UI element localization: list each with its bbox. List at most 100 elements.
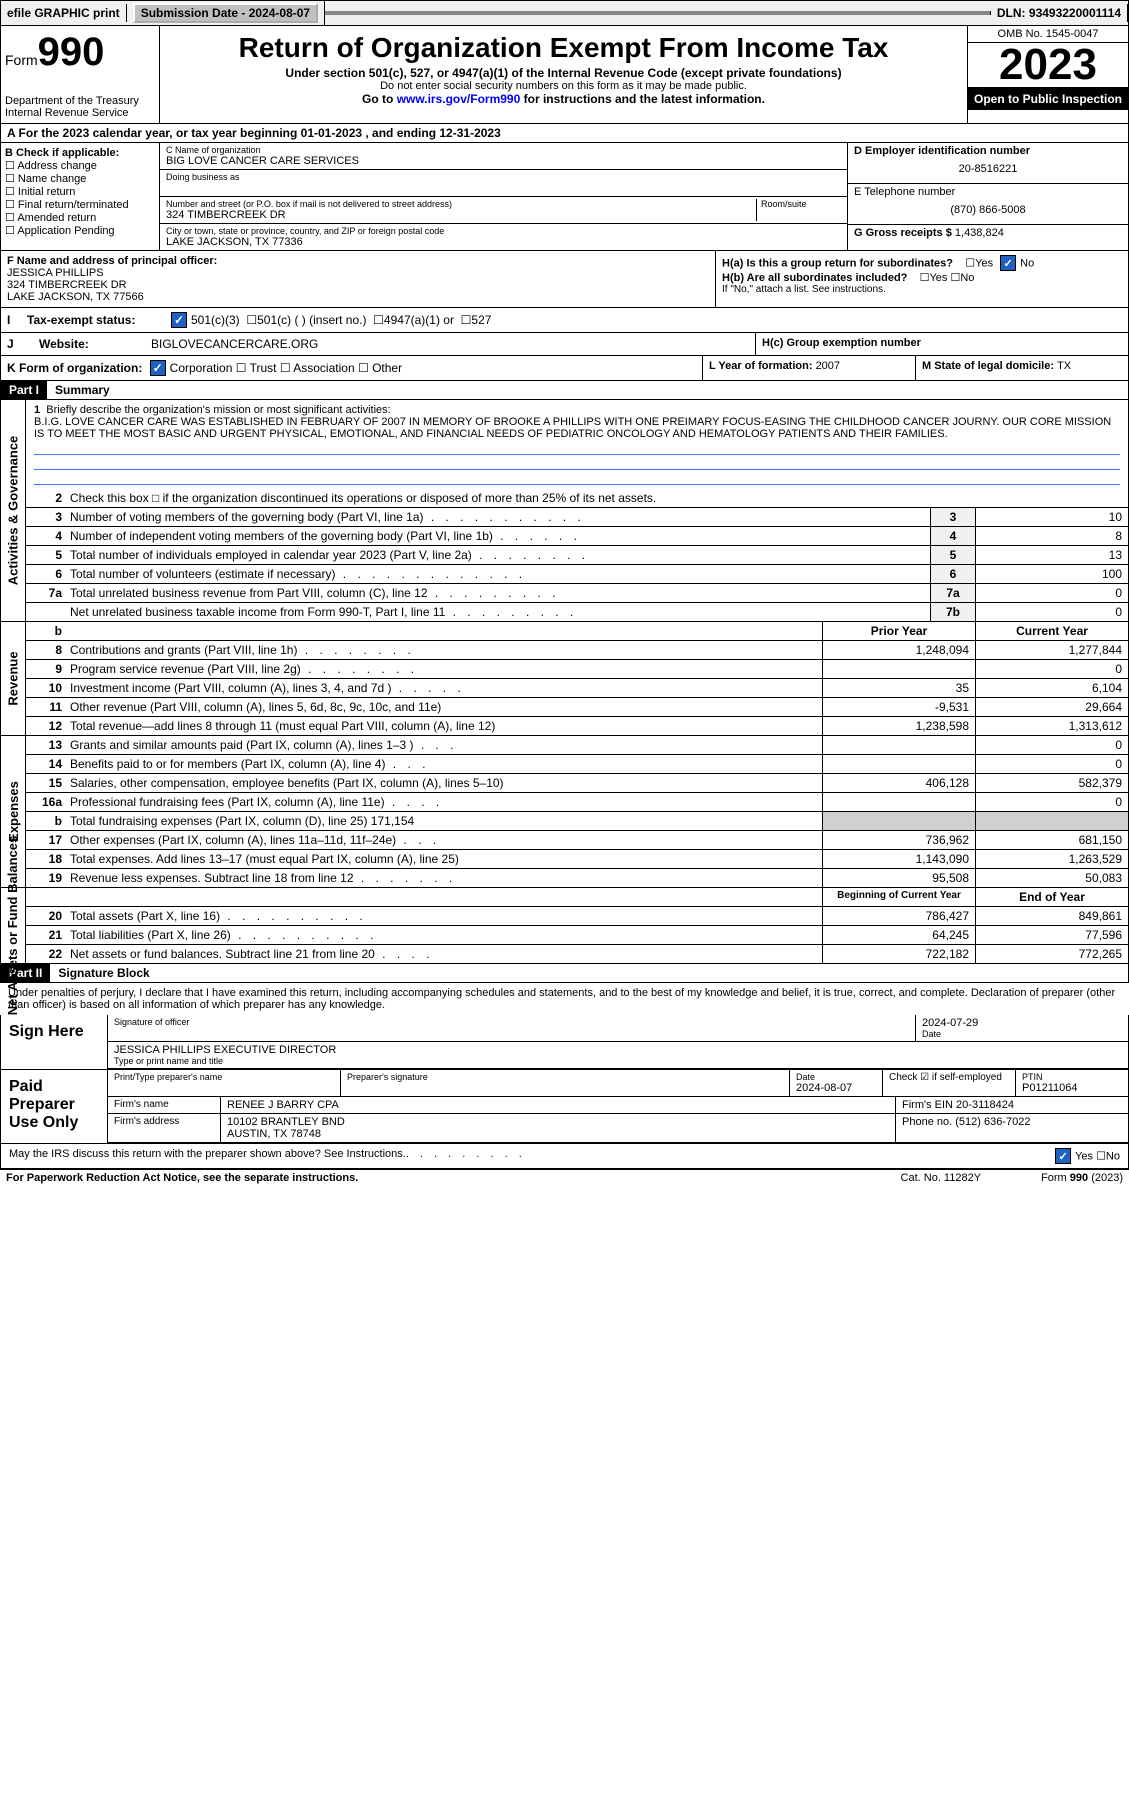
l21: Total liabilities (Part X, line 26) . . …: [66, 926, 822, 944]
v7a: 0: [975, 584, 1128, 602]
dln: DLN: 93493220001114: [991, 4, 1128, 22]
c20: 849,861: [975, 907, 1128, 925]
officer-row: F Name and address of principal officer:…: [0, 251, 1129, 308]
l9: Program service revenue (Part VIII, line…: [66, 660, 822, 678]
v5: 13: [975, 546, 1128, 564]
chk-name[interactable]: ☐ Name change: [5, 172, 155, 185]
submission-date: Submission Date - 2024-08-07: [127, 1, 325, 25]
v7b: 0: [975, 603, 1128, 621]
discuss-row: May the IRS discuss this return with the…: [1, 1144, 1128, 1168]
c15: 582,379: [975, 774, 1128, 792]
p12: 1,238,598: [822, 717, 975, 735]
c8: 1,277,844: [975, 641, 1128, 659]
irs: Internal Revenue Service: [5, 107, 155, 119]
p14: [822, 755, 975, 773]
subtitle3: Go to www.irs.gov/Form990 for instructio…: [164, 92, 963, 106]
p21: 64,245: [822, 926, 975, 944]
l2: Check this box □ if the organization dis…: [66, 489, 1128, 507]
irs-link[interactable]: www.irs.gov/Form990: [397, 92, 521, 106]
c18: 1,263,529: [975, 850, 1128, 868]
prep-self: Check ☑ if self-employed: [883, 1070, 1016, 1096]
l14: Benefits paid to or for members (Part IX…: [66, 755, 822, 773]
tel-lbl: E Telephone number: [854, 186, 1122, 198]
web-row: JWebsite: BIGLOVECANCERCARE.ORG H(c) Gro…: [0, 333, 1129, 356]
b-label: B Check if applicable:: [5, 147, 155, 159]
activities-table: Activities & Governance 1 Briefly descri…: [0, 400, 1129, 622]
l20: Total assets (Part X, line 16) . . . . .…: [66, 907, 822, 925]
efile-label: efile GRAPHIC print: [1, 4, 127, 22]
l12: Total revenue—add lines 8 through 11 (mu…: [66, 717, 822, 735]
chk-amended[interactable]: ☐ Amended return: [5, 211, 155, 224]
p8: 1,248,094: [822, 641, 975, 659]
l17: Other expenses (Part IX, column (A), lin…: [66, 831, 822, 849]
c14: 0: [975, 755, 1128, 773]
sig-block: Sign Here Signature of officer2024-07-29…: [0, 1015, 1129, 1169]
p11: -9,531: [822, 698, 975, 716]
form-title: Return of Organization Exempt From Incom…: [164, 32, 963, 64]
k-row: K Form of organization: ✓Corporation ☐ T…: [0, 356, 1129, 381]
ha-no-chk[interactable]: ✓: [1000, 255, 1016, 271]
preparer-lbl: Paid Preparer Use Only: [1, 1070, 108, 1143]
penalty-text: Under penalties of perjury, I declare th…: [0, 983, 1129, 1015]
firm-addr: 10102 BRANTLEY BND: [227, 1116, 345, 1128]
c22: 772,265: [975, 945, 1128, 963]
prep-date: 2024-08-07: [796, 1082, 876, 1094]
subtitle1: Under section 501(c), 527, or 4947(a)(1)…: [164, 66, 963, 80]
l-cell: L Year of formation: 2007: [702, 356, 915, 380]
c17: 681,150: [975, 831, 1128, 849]
p22: 722,182: [822, 945, 975, 963]
subtitle2: Do not enter social security numbers on …: [164, 80, 963, 92]
l7b: Net unrelated business taxable income fr…: [66, 603, 930, 621]
l8: Contributions and grants (Part VIII, lin…: [66, 641, 822, 659]
addr-lbl: Number and street (or P.O. box if mail i…: [166, 199, 756, 209]
c19: 50,083: [975, 869, 1128, 887]
city-lbl: City or town, state or province, country…: [166, 226, 841, 236]
header: Form990 Department of the Treasury Inter…: [0, 26, 1129, 124]
sig-date: 2024-07-29: [922, 1017, 1122, 1029]
chk-initial[interactable]: ☐ Initial return: [5, 185, 155, 198]
top-bar: efile GRAPHIC print Submission Date - 20…: [0, 0, 1129, 26]
p13: [822, 736, 975, 754]
dba-lbl: Doing business as: [166, 172, 841, 182]
l15: Salaries, other compensation, employee b…: [66, 774, 822, 792]
officer-addr: 324 TIMBERCREEK DR: [7, 279, 709, 291]
discuss-yes[interactable]: ✓: [1055, 1148, 1071, 1164]
section-bc: B Check if applicable: ☐ Address change …: [0, 143, 1129, 251]
f-lbl: F Name and address of principal officer:: [7, 255, 709, 267]
l18: Total expenses. Add lines 13–17 (must eq…: [66, 850, 822, 868]
hc: H(c) Group exemption number: [755, 333, 1128, 355]
firm-ein: 20-3118424: [956, 1099, 1014, 1111]
firm-name: RENEE J BARRY CPA: [221, 1097, 896, 1113]
netassets-table: Net Assets or Fund Balances Beginning of…: [0, 888, 1129, 964]
p9: [822, 660, 975, 678]
l10: Investment income (Part VIII, column (A)…: [66, 679, 822, 697]
prior-hdr: Prior Year: [822, 622, 975, 640]
l3: Number of voting members of the governin…: [66, 508, 930, 526]
chk-final[interactable]: ☐ Final return/terminated: [5, 198, 155, 211]
v3: 10: [975, 508, 1128, 526]
expenses-table: Expenses 13Grants and similar amounts pa…: [0, 736, 1129, 888]
sig-name: JESSICA PHILLIPS EXECUTIVE DIRECTOR: [114, 1044, 1122, 1056]
c16a: 0: [975, 793, 1128, 811]
l7a: Total unrelated business revenue from Pa…: [66, 584, 930, 602]
row-a: A For the 2023 calendar year, or tax yea…: [0, 124, 1129, 143]
chk-corp[interactable]: ✓: [150, 360, 166, 376]
c11: 29,664: [975, 698, 1128, 716]
gross: 1,438,824: [955, 227, 1004, 239]
v4: 8: [975, 527, 1128, 545]
revenue-table: Revenue bPrior YearCurrent Year 8Contrib…: [0, 622, 1129, 736]
tel: (870) 866-5008: [854, 198, 1122, 222]
side-revenue: Revenue: [6, 651, 21, 705]
footer-right: Form 990 (2023): [1041, 1172, 1123, 1184]
hb: H(b) Are all subordinates included? ☐Yes…: [722, 271, 1122, 284]
chk-501c3[interactable]: ✓: [171, 312, 187, 328]
chk-address[interactable]: ☐ Address change: [5, 159, 155, 172]
v6: 100: [975, 565, 1128, 583]
sig-officer-lbl: Signature of officer: [114, 1017, 909, 1027]
mission-lbl: Briefly describe the organization's miss…: [46, 404, 390, 416]
org-addr: 324 TIMBERCREEK DR: [166, 209, 756, 221]
p19: 95,508: [822, 869, 975, 887]
chk-pending[interactable]: ☐ Application Pending: [5, 224, 155, 237]
c12: 1,313,612: [975, 717, 1128, 735]
i-lbl: Tax-exempt status:: [27, 313, 167, 327]
